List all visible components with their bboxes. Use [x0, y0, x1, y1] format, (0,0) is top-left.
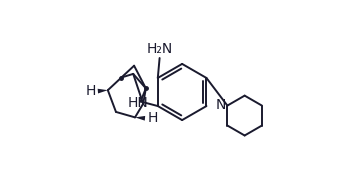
Text: H: H: [147, 111, 158, 125]
Polygon shape: [98, 89, 108, 93]
Text: H: H: [85, 84, 96, 98]
Polygon shape: [135, 116, 145, 121]
Text: N: N: [216, 98, 226, 112]
Text: HN: HN: [128, 96, 149, 110]
Text: H₂N: H₂N: [146, 42, 173, 56]
